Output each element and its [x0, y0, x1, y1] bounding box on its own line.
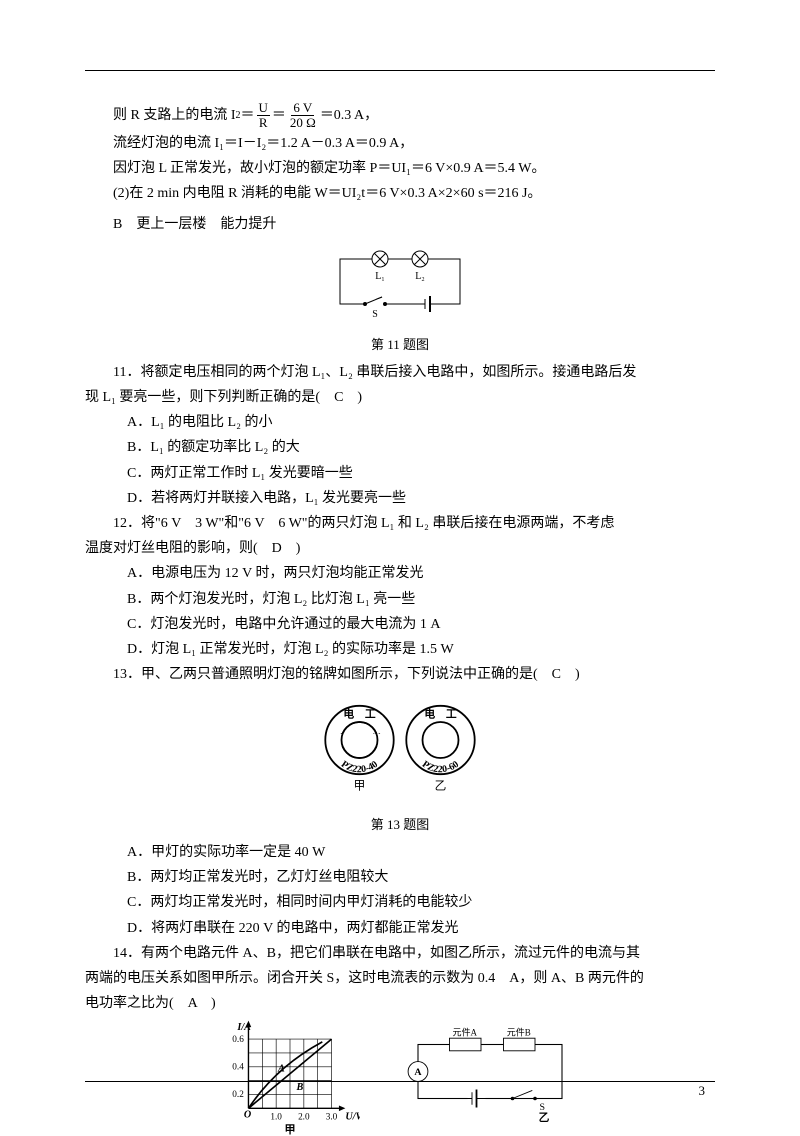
- q13-choice-c: C．两灯均正常发光时，相同时间内甲灯消耗的电能较少: [127, 890, 715, 915]
- svg-text:0.4: 0.4: [232, 1062, 244, 1072]
- fraction-1: U R: [257, 101, 270, 131]
- denominator: R: [257, 116, 270, 130]
- series-a-label: A: [277, 1064, 285, 1075]
- q14-stem-2: 两端的电压关系如图甲所示。闭合开关 S，这时电流表的示数为 0.4 A，则 A、…: [85, 966, 715, 991]
- origin-label: O: [244, 1110, 252, 1121]
- lamp-name-1: 甲: [354, 780, 366, 793]
- calc-line-1: 则 R 支路上的电流 I2＝ U R ＝ 6 V 20 Ω ＝0.3 A，: [85, 101, 715, 131]
- section-b-heading: B 更上一层楼 能力提升: [85, 212, 715, 237]
- q13-choice-a: A．甲灯的实际功率一定是 40 W: [127, 840, 715, 865]
- ammeter-label: A: [414, 1067, 422, 1078]
- q11-choice-c: C．两灯正常工作时 L₁ 发光要暗一些: [127, 461, 715, 486]
- q11-choices: A．L₁ 的电阻比 L₂ 的小 B．L₁ 的额定功率比 L₂ 的大 C．两灯正常…: [127, 410, 715, 511]
- svg-text:PZ220-60: PZ220-60: [420, 759, 461, 775]
- x-axis-label: U/V: [345, 1112, 360, 1123]
- svg-text:2.0: 2.0: [298, 1112, 310, 1122]
- q12-choices: A．电源电压为 12 V 时，两只灯泡均能正常发光 B．两个灯泡发光时，灯泡 L…: [127, 561, 715, 662]
- q11-choice-b: B．L₁ 的额定功率比 L₂ 的大: [127, 435, 715, 460]
- q13-choice-d: D．将两灯串联在 220 V 的电路中，两灯都能正常发光: [127, 916, 715, 941]
- iv-graph: I/A 0.6 0.4 0.2 1.0 2.0 3.0 U/V O A B 甲: [220, 1016, 360, 1136]
- svg-text:0.2: 0.2: [232, 1089, 244, 1099]
- top-rule: [85, 70, 715, 71]
- q13-choice-b: B．两灯均正常发光时，乙灯灯丝电阻较大: [127, 865, 715, 890]
- svg-text:电 工: 电 工: [343, 708, 376, 721]
- figure-11-caption: 第 11 题图: [85, 333, 715, 356]
- lamp-label-1: L₁: [375, 271, 385, 282]
- y-axis-label: I/A: [236, 1022, 251, 1033]
- denominator: 20 Ω: [288, 116, 318, 130]
- q14-stem-3: 电功率之比为( A ): [85, 991, 715, 1016]
- lamp-labels-diagram: 电 工 PZ220-40 牌 电 甲 电 工 PZ220-60 乙: [310, 699, 490, 799]
- component-b-label: 元件B: [507, 1027, 531, 1038]
- q12-choice-b: B．两个灯泡发光时，灯泡 L₂ 比灯泡 L₁ 亮一些: [127, 587, 715, 612]
- q11-choice-a: A．L₁ 的电阻比 L₂ 的小: [127, 410, 715, 435]
- q13-choices: A．甲灯的实际功率一定是 40 W B．两灯均正常发光时，乙灯灯丝电阻较大 C．…: [127, 840, 715, 941]
- q12-choice-a: A．电源电压为 12 V 时，两只灯泡均能正常发光: [127, 561, 715, 586]
- lamp-label-2: L₂: [415, 271, 425, 282]
- figure-13-caption: 第 13 题图: [85, 813, 715, 836]
- q12-choice-c: C．灯泡发光时，电路中允许通过的最大电流为 1 A: [127, 612, 715, 637]
- svg-text:电 工: 电 工: [424, 708, 457, 721]
- q11-stem-2: 现 L₁ 要亮一些，则下列判断正确的是( C ): [85, 385, 715, 410]
- calc-line-4: (2)在 2 min 内电阻 R 消耗的电能 W＝UI₂t＝6 V×0.3 A×…: [85, 181, 715, 206]
- circuit-diagram-11: L₁ L₂ S: [330, 249, 470, 319]
- text: ＝: [272, 103, 286, 128]
- calc-line-3: 因灯泡 L 正常发光，故小灯泡的额定功率 P＝UI₁＝6 V×0.9 A＝5.4…: [85, 156, 715, 181]
- text: 则 R 支路上的电流 I: [113, 103, 236, 128]
- svg-text:0.6: 0.6: [232, 1034, 244, 1044]
- q12-stem-1: 12．将"6 V 3 W"和"6 V 6 W"的两只灯泡 L₁ 和 L₂ 串联后…: [85, 511, 715, 536]
- bottom-rule: [85, 1081, 715, 1082]
- page-content: 则 R 支路上的电流 I2＝ U R ＝ 6 V 20 Ω ＝0.3 A， 流经…: [85, 101, 715, 1136]
- component-a-label: 元件A: [453, 1027, 478, 1038]
- svg-text:3.0: 3.0: [326, 1112, 338, 1122]
- q11-stem-1: 11．将额定电压相同的两个灯泡 L₁、L₂ 串联后接入电路中，如图所示。接通电路…: [85, 360, 715, 385]
- q11-choice-d: D．若将两灯并联接入电路，L₁ 发光要亮一些: [127, 486, 715, 511]
- text: ＝: [241, 103, 255, 128]
- numerator: U: [257, 101, 270, 116]
- text: ＝0.3 A，: [320, 103, 378, 128]
- numerator: 6 V: [291, 101, 314, 116]
- switch-label: S: [372, 309, 378, 319]
- circuit-caption: 乙: [539, 1112, 550, 1124]
- circuit-diagram-14: 元件A 元件B A S 乙: [400, 1026, 580, 1126]
- page-number: 3: [699, 1079, 706, 1102]
- graph-caption: 甲: [284, 1123, 295, 1136]
- q14-stem-1: 14．有两个电路元件 A、B，把它们串联在电路中，如图乙所示，流过元件的电流与其: [85, 941, 715, 966]
- q12-stem-2: 温度对灯丝电阻的影响，则( D ): [85, 536, 715, 561]
- figure-13: 电 工 PZ220-40 牌 电 甲 电 工 PZ220-60 乙: [85, 699, 715, 808]
- q13-stem: 13．甲、乙两只普通照明灯泡的铭牌如图所示，下列说法中正确的是( C ): [85, 662, 715, 687]
- q12-choice-d: D．灯泡 L₁ 正常发光时，灯泡 L₂ 的实际功率是 1.5 W: [127, 637, 715, 662]
- svg-text:1.0: 1.0: [270, 1112, 282, 1122]
- lamp-name-2: 乙: [435, 780, 447, 793]
- series-b-label: B: [295, 1082, 303, 1093]
- calc-line-2: 流经灯泡的电流 I₁＝I－I₂＝1.2 A－0.3 A＝0.9 A，: [85, 131, 715, 156]
- figure-11: L₁ L₂ S: [85, 249, 715, 328]
- figure-14: I/A 0.6 0.4 0.2 1.0 2.0 3.0 U/V O A B 甲 …: [85, 1016, 715, 1136]
- svg-text:PZ220-40: PZ220-40: [339, 759, 380, 775]
- fraction-2: 6 V 20 Ω: [288, 101, 318, 131]
